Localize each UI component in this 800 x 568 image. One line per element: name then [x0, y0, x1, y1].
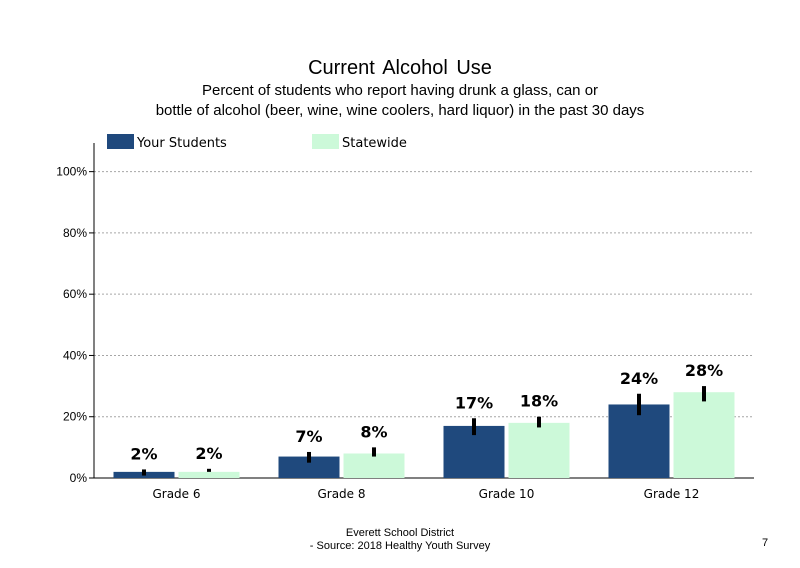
legend-label-statewide: Statewide: [342, 136, 407, 151]
bars: [113, 392, 735, 478]
y-tick-label: 20%: [63, 410, 87, 424]
legend-label-your-students: Your Students: [136, 136, 227, 151]
data-label: 2%: [130, 444, 157, 463]
x-tick-label: Grade 8: [317, 487, 365, 501]
data-label: 7%: [295, 427, 322, 446]
x-tick-label: Grade 6: [152, 487, 200, 501]
x-tick-label: Grade 10: [479, 487, 535, 501]
x-tick-label: Grade 12: [644, 487, 700, 501]
chart-title: Current Alcohol Use: [308, 57, 492, 79]
page-number: 7: [762, 537, 769, 549]
data-labels: 2% 2% 7% 8% 17% 18% 24% 28%: [130, 361, 723, 463]
footer-district: Everett School District: [345, 527, 455, 539]
data-label: 17%: [455, 393, 493, 412]
data-label: 8%: [360, 422, 387, 441]
chart-subtitle-line-1: Percent of students who report having dr…: [201, 82, 599, 99]
gridlines: [94, 171, 754, 418]
bar-your-students: [278, 456, 340, 478]
data-label: 28%: [685, 361, 723, 380]
y-tick-label: 0%: [70, 471, 88, 485]
legend: Your Students Statewide: [107, 134, 407, 151]
data-label: 24%: [620, 369, 658, 388]
bar-statewide: [343, 453, 405, 478]
y-tick-label: 60%: [63, 287, 87, 301]
error-bars: [142, 386, 706, 476]
chart-subtitle-line-2: bottle of alcohol (beer, wine, wine cool…: [155, 102, 645, 119]
legend-swatch-statewide: [312, 134, 339, 149]
bar-statewide: [673, 392, 735, 478]
data-label: 2%: [195, 444, 222, 463]
bar-your-students: [608, 404, 670, 478]
footer-source: - Source: 2018 Healthy Youth Survey: [309, 540, 491, 552]
bar-statewide: [178, 471, 240, 478]
y-tick-label: 40%: [63, 348, 87, 362]
y-tick-label: 80%: [63, 226, 87, 240]
data-label: 18%: [520, 392, 558, 411]
legend-swatch-your-students: [107, 134, 134, 149]
y-tick-label: 100%: [56, 165, 87, 179]
bar-statewide: [508, 422, 570, 478]
